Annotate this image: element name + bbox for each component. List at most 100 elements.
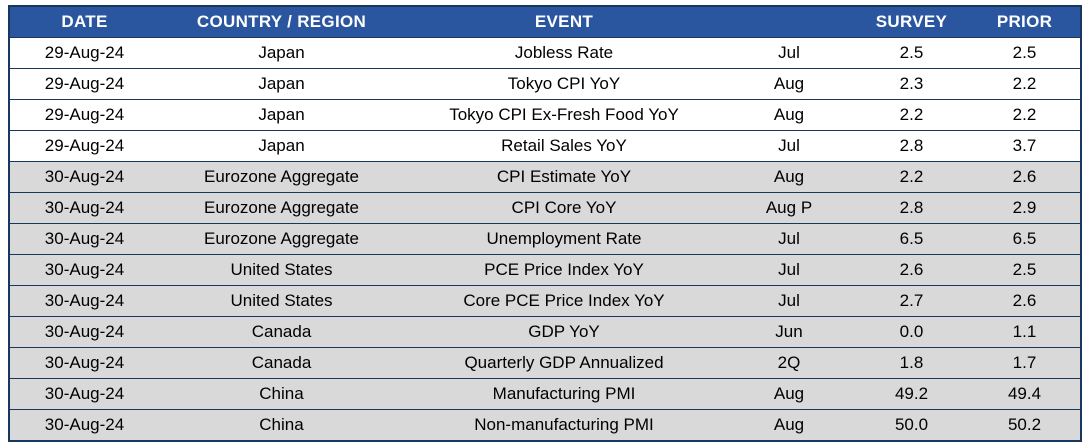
cell-period: Aug: [724, 409, 854, 441]
economic-calendar-table: DATE COUNTRY / REGION EVENT SURVEY PRIOR…: [8, 5, 1082, 442]
cell-prior: 2.5: [969, 254, 1081, 286]
header-survey: SURVEY: [854, 6, 969, 38]
header-event: EVENT: [404, 6, 724, 38]
cell-date: 29-Aug-24: [9, 68, 159, 100]
table-row: 30-Aug-24 Eurozone Aggregate CPI Estimate …: [9, 161, 1081, 193]
cell-prior: 2.2: [969, 68, 1081, 100]
cell-date: 29-Aug-24: [9, 130, 159, 162]
table-row: 29-Aug-24 Japan Tokyo CPI Ex-Fresh Food Yo…: [9, 99, 1081, 131]
table-row: 30-Aug-24 United States PCE Price Index Yo…: [9, 254, 1081, 286]
cell-period: Aug: [724, 99, 854, 131]
header-date: DATE: [9, 6, 159, 38]
cell-date: 30-Aug-24: [9, 161, 159, 193]
table-row: 29-Aug-24 Japan Retail Sales YoY Jul 2.8 3.7: [9, 130, 1081, 162]
cell-date: 30-Aug-24: [9, 192, 159, 224]
cell-period: Jul: [724, 130, 854, 162]
cell-event: GDP YoY: [404, 316, 724, 348]
table-row: 30-Aug-24 China Manufacturing PMI Aug 49.2 49…: [9, 378, 1081, 410]
cell-survey: 2.3: [854, 68, 969, 100]
cell-survey: 2.8: [854, 192, 969, 224]
header-period: [724, 6, 854, 38]
cell-period: Aug P: [724, 192, 854, 224]
cell-prior: 2.5: [969, 37, 1081, 69]
cell-country: Eurozone Aggregate: [159, 192, 404, 224]
cell-survey: 2.7: [854, 285, 969, 317]
cell-country: China: [159, 378, 404, 410]
cell-period: Jul: [724, 285, 854, 317]
cell-survey: 1.8: [854, 347, 969, 379]
cell-survey: 2.8: [854, 130, 969, 162]
cell-date: 30-Aug-24: [9, 254, 159, 286]
cell-survey: 2.5: [854, 37, 969, 69]
cell-period: Jul: [724, 254, 854, 286]
cell-period: Aug: [724, 378, 854, 410]
cell-date: 30-Aug-24: [9, 285, 159, 317]
cell-period: Aug: [724, 68, 854, 100]
cell-event: PCE Price Index YoY: [404, 254, 724, 286]
cell-prior: 2.6: [969, 285, 1081, 317]
table-row: 29-Aug-24 Japan Jobless Rate Jul 2.5 2.5: [9, 37, 1081, 69]
cell-event: Manufacturing PMI: [404, 378, 724, 410]
cell-prior: 49.4: [969, 378, 1081, 410]
table-row: 30-Aug-24 China Non-manufacturing PMI Aug 50…: [9, 409, 1081, 441]
cell-country: United States: [159, 285, 404, 317]
cell-survey: 2.2: [854, 161, 969, 193]
cell-prior: 1.7: [969, 347, 1081, 379]
cell-event: Core PCE Price Index YoY: [404, 285, 724, 317]
cell-country: Japan: [159, 99, 404, 131]
cell-event: Retail Sales YoY: [404, 130, 724, 162]
header-prior: PRIOR: [969, 6, 1081, 38]
cell-date: 29-Aug-24: [9, 99, 159, 131]
header-country-region: COUNTRY / REGION: [159, 6, 404, 38]
cell-prior: 6.5: [969, 223, 1081, 255]
cell-survey: 2.6: [854, 254, 969, 286]
cell-event: Tokyo CPI Ex-Fresh Food YoY: [404, 99, 724, 131]
cell-survey: 2.2: [854, 99, 969, 131]
cell-survey: 6.5: [854, 223, 969, 255]
cell-survey: 0.0: [854, 316, 969, 348]
cell-country: Eurozone Aggregate: [159, 161, 404, 193]
cell-country: Canada: [159, 347, 404, 379]
cell-period: Jul: [724, 223, 854, 255]
cell-event: CPI Core YoY: [404, 192, 724, 224]
table-header: DATE COUNTRY / REGION EVENT SURVEY PRIOR: [9, 6, 1081, 38]
cell-survey: 49.2: [854, 378, 969, 410]
cell-country: Japan: [159, 130, 404, 162]
cell-country: Canada: [159, 316, 404, 348]
cell-prior: 2.2: [969, 99, 1081, 131]
cell-date: 30-Aug-24: [9, 409, 159, 441]
cell-event: Quarterly GDP Annualized: [404, 347, 724, 379]
table-row: 30-Aug-24 Canada GDP YoY Jun 0.0 1.1: [9, 316, 1081, 348]
table-row: 30-Aug-24 Eurozone Aggregate CPI Core YoY A…: [9, 192, 1081, 224]
cell-country: United States: [159, 254, 404, 286]
cell-prior: 50.2: [969, 409, 1081, 441]
cell-event: Tokyo CPI YoY: [404, 68, 724, 100]
cell-date: 29-Aug-24: [9, 37, 159, 69]
cell-date: 30-Aug-24: [9, 378, 159, 410]
cell-period: 2Q: [724, 347, 854, 379]
cell-event: CPI Estimate YoY: [404, 161, 724, 193]
cell-survey: 50.0: [854, 409, 969, 441]
table-row: 29-Aug-24 Japan Tokyo CPI YoY Aug 2.3 2.2: [9, 68, 1081, 100]
cell-country: Japan: [159, 37, 404, 69]
cell-date: 30-Aug-24: [9, 223, 159, 255]
cell-event: Unemployment Rate: [404, 223, 724, 255]
table-row: 30-Aug-24 Eurozone Aggregate Unemployment …: [9, 223, 1081, 255]
cell-period: Jun: [724, 316, 854, 348]
cell-date: 30-Aug-24: [9, 347, 159, 379]
cell-prior: 3.7: [969, 130, 1081, 162]
table-row: 30-Aug-24 Canada Quarterly GDP Annualized 2…: [9, 347, 1081, 379]
cell-period: Aug: [724, 161, 854, 193]
cell-event: Non-manufacturing PMI: [404, 409, 724, 441]
cell-prior: 2.6: [969, 161, 1081, 193]
economic-calendar: DATE COUNTRY / REGION EVENT SURVEY PRIOR…: [8, 5, 1082, 442]
cell-country: Japan: [159, 68, 404, 100]
cell-event: Jobless Rate: [404, 37, 724, 69]
table-row: 30-Aug-24 United States Core PCE Price Ind…: [9, 285, 1081, 317]
cell-date: 30-Aug-24: [9, 316, 159, 348]
cell-country: China: [159, 409, 404, 441]
table-body: 29-Aug-24 Japan Jobless Rate Jul 2.5 2.5 29-Au…: [9, 37, 1081, 441]
cell-country: Eurozone Aggregate: [159, 223, 404, 255]
header-row: DATE COUNTRY / REGION EVENT SURVEY PRIOR: [9, 6, 1081, 38]
cell-period: Jul: [724, 37, 854, 69]
